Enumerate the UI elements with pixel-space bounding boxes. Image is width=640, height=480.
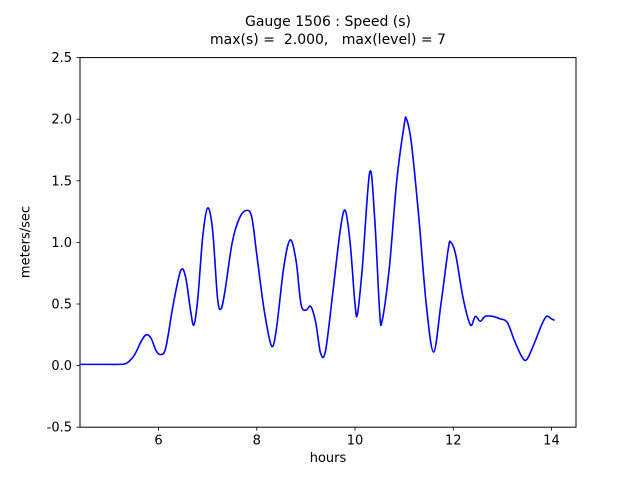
x-tick-label: 12 xyxy=(445,434,462,449)
x-tick-label: 14 xyxy=(543,434,560,449)
x-tick-label: 10 xyxy=(347,434,364,449)
y-tick-label: 2.5 xyxy=(51,51,72,66)
y-tick-label: -0.5 xyxy=(47,421,72,436)
chart-subtitle: max(s) = 2.000, max(level) = 7 xyxy=(210,32,446,48)
y-tick-label: 0.5 xyxy=(51,298,72,313)
y-tick-label: 1.5 xyxy=(51,174,72,189)
y-tick-label: 2.0 xyxy=(51,113,72,128)
y-axis-label: meters/sec xyxy=(18,205,34,279)
y-tick-label: 1.0 xyxy=(51,236,72,251)
x-axis-label: hours xyxy=(309,451,347,466)
y-tick-label: 0.0 xyxy=(51,359,72,374)
speed-line xyxy=(79,116,555,366)
x-tick-label: 6 xyxy=(154,434,162,449)
axes-spines xyxy=(79,57,577,428)
x-tick-label: 8 xyxy=(253,434,261,449)
chart-title: Gauge 1506 : Speed (s) xyxy=(244,14,412,30)
